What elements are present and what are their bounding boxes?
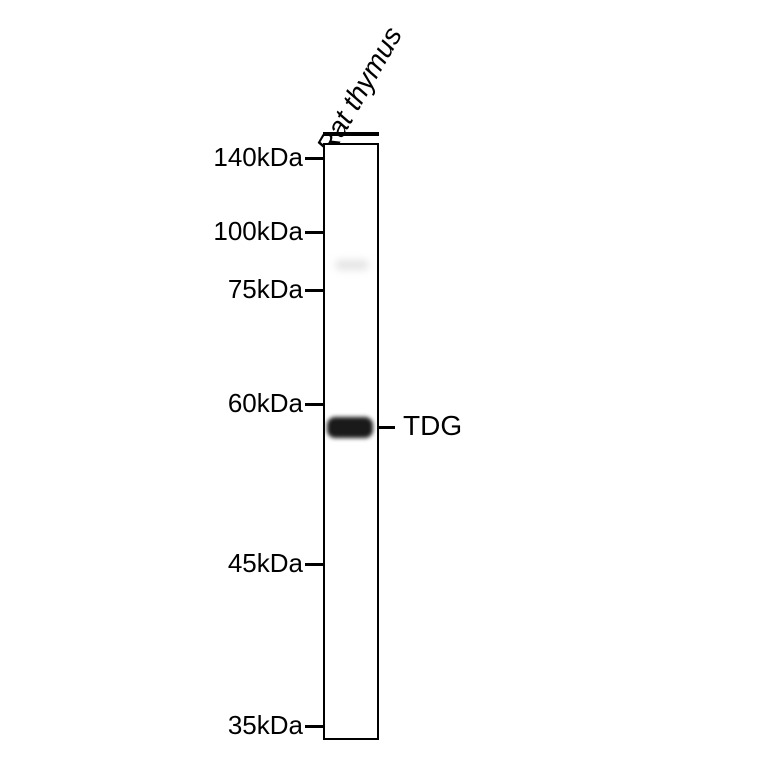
mw-label: 140kDa [213,142,303,173]
mw-label: 45kDa [228,548,303,579]
gel-band [335,260,369,270]
mw-tick [305,725,323,728]
mw-tick [305,157,323,160]
lane-bands [323,143,379,740]
mw-label: 75kDa [228,274,303,305]
mw-label: 100kDa [213,216,303,247]
gel-band [327,417,373,438]
mw-tick [305,563,323,566]
mw-label: 35kDa [228,710,303,741]
mw-tick [305,403,323,406]
band-tick [379,426,395,429]
mw-label: 60kDa [228,388,303,419]
blot-canvas: Rat thymus 140kDa 100kDa 75kDa 60kDa 45kDa 35… [0,0,764,764]
band-label: TDG [403,410,462,442]
sample-label: Rat thymus [310,21,409,160]
mw-tick [305,289,323,292]
lane-top-bar [323,132,379,136]
mw-tick [305,231,323,234]
